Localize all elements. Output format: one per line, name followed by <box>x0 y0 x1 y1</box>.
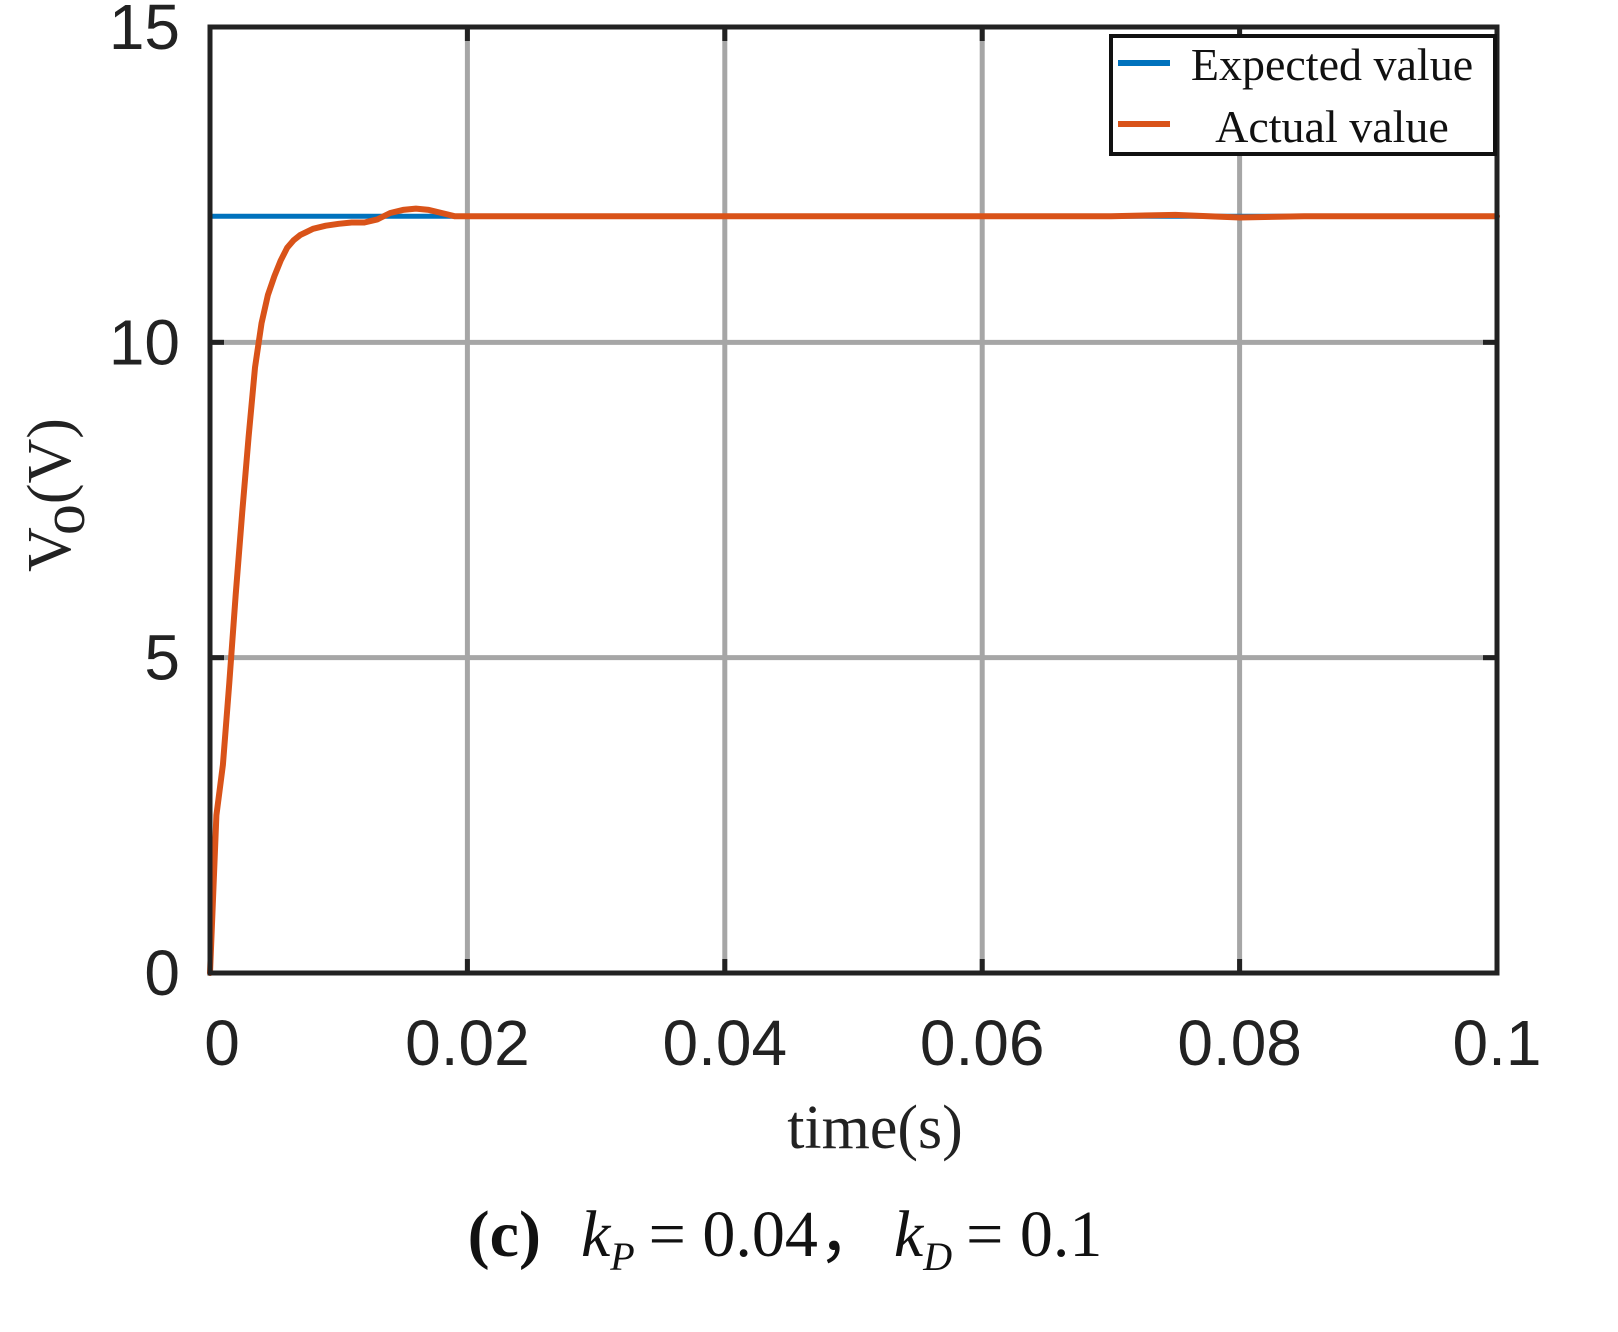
legend-label-actual-value: Actual value <box>1215 101 1449 152</box>
plot-series <box>207 205 1500 976</box>
series-line-actual-value <box>207 205 1500 976</box>
x-tick-label: 0.06 <box>920 1007 1045 1079</box>
caption-kp-value: = 0.04 <box>649 1198 818 1271</box>
y-axis-label: Vo(V) <box>16 418 98 572</box>
y-tick-label: 10 <box>109 306 180 378</box>
x-tick-label: 0.08 <box>1177 1007 1302 1079</box>
axis-ticks: 0 0.02 0.04 0.06 0.08 0.1 0 5 10 15 <box>109 0 1542 1079</box>
legend: Expected value Actual value <box>1109 34 1497 156</box>
grid-lines <box>210 27 1497 973</box>
y-axis-label-unit: (V) <box>16 418 84 504</box>
y-tick-label: 15 <box>109 0 180 63</box>
y-axis-label-sub: o <box>30 504 98 535</box>
y-tick-label: 5 <box>144 622 180 694</box>
caption-kd-value: = 0.1 <box>966 1198 1102 1271</box>
legend-box <box>1109 34 1497 156</box>
caption-panel-label: (c) <box>468 1198 541 1271</box>
plot-area-frame <box>207 24 1500 976</box>
caption-separator: ， <box>818 1198 884 1271</box>
x-tick-label: 0 <box>204 1007 240 1079</box>
y-tick-label: 0 <box>144 937 180 1009</box>
x-tick-label: 0.02 <box>405 1007 530 1079</box>
x-tick-label: 0.1 <box>1453 1007 1542 1079</box>
x-tick-label: 0.04 <box>663 1007 788 1079</box>
caption-kp-symbol: k <box>581 1198 612 1271</box>
caption-kd-subscript: D <box>922 1234 952 1279</box>
legend-label-expected-value: Expected value <box>1191 39 1473 90</box>
caption-kp-subscript: P <box>609 1234 634 1279</box>
x-axis-label: time(s) <box>787 1094 963 1162</box>
caption-kd-symbol: k <box>894 1198 925 1271</box>
figure-caption: (c) kP = 0.04， kD = 0.1 <box>468 1198 1103 1279</box>
